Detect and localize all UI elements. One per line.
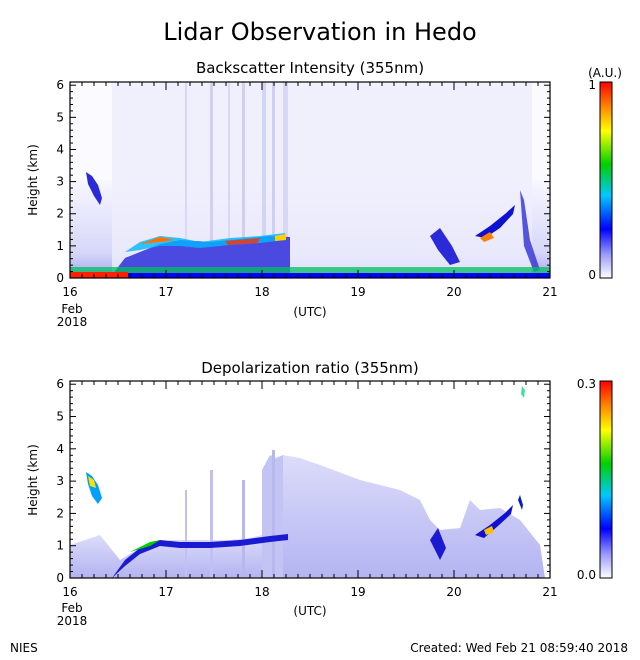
depolarization-x-tick-label: 20	[446, 585, 461, 599]
depolarization-y-tick-label: 1	[56, 539, 64, 553]
backscatter-panel: Backscatter Intensity (355nm)	[26, 59, 622, 329]
depolarization-x-tick-label: 17	[158, 585, 173, 599]
depolarization-y-tick-label: 4	[56, 442, 64, 456]
backscatter-y-tick-label: 6	[56, 78, 64, 92]
depolarization-x-year: 2018	[57, 614, 88, 628]
backscatter-y-tick-label: 3	[56, 175, 64, 189]
depolarization-colorbar-max: 0.3	[577, 377, 596, 391]
backscatter-title: Backscatter Intensity (355nm)	[196, 59, 424, 77]
footer-right: Created: Wed Feb 21 08:59:40 2018	[410, 641, 628, 655]
backscatter-x-tick-label: 19	[350, 285, 365, 299]
depolarization-y-tick-label: 0	[56, 571, 64, 585]
backscatter-x-ticks: 16 17 18 19 20 21	[62, 82, 558, 299]
backscatter-ylabel: Height (km)	[26, 144, 40, 215]
footer-left: NIES	[10, 641, 38, 655]
page-title: Lidar Observation in Hedo	[163, 18, 477, 46]
depolarization-ylabel: Height (km)	[26, 444, 40, 515]
backscatter-y-ticks: 0 1 2 3 4 5 6	[56, 78, 550, 285]
backscatter-y-tick-label: 4	[56, 142, 64, 156]
depolarization-x-tick-label: 16	[62, 585, 77, 599]
backscatter-y-tick-label: 0	[56, 271, 64, 285]
backscatter-x-tick-label: 20	[446, 285, 461, 299]
backscatter-colorbar-unit: (A.U.)	[588, 66, 622, 80]
depolarization-y-tick-label: 5	[56, 410, 64, 424]
depolarization-y-tick-label: 6	[56, 377, 64, 391]
depolarization-x-month: Feb	[61, 601, 82, 615]
backscatter-x-tick-label: 17	[158, 285, 173, 299]
backscatter-x-tick-label: 16	[62, 285, 77, 299]
depolarization-panel: Depolarization ratio (355nm) Height (km)	[26, 359, 613, 628]
depolarization-x-ticks: 16 17 18 19 20 21	[62, 381, 558, 599]
depolarization-x-tick-label: 21	[542, 585, 557, 599]
backscatter-field	[70, 82, 550, 278]
depolarization-x-tick-label: 18	[254, 585, 269, 599]
depolarization-field	[70, 381, 550, 578]
backscatter-y-tick-label: 5	[56, 110, 64, 124]
depolarization-colorbar-min: 0.0	[577, 568, 596, 582]
backscatter-y-tick-label: 1	[56, 239, 64, 253]
backscatter-x-tick-label: 21	[542, 285, 557, 299]
depolarization-x-tick-label: 19	[350, 585, 365, 599]
depolarization-colorbar	[599, 380, 613, 579]
backscatter-x-tick-label: 18	[254, 285, 269, 299]
depolarization-y-tick-label: 3	[56, 474, 64, 488]
backscatter-colorbar-max: 1	[588, 78, 596, 92]
depolarization-y-tick-label: 2	[56, 506, 64, 520]
backscatter-x-year: 2018	[57, 315, 88, 329]
backscatter-x-month: Feb	[61, 302, 82, 316]
backscatter-y-tick-label: 2	[56, 207, 64, 221]
backscatter-colorbar	[599, 81, 613, 279]
depolarization-title: Depolarization ratio (355nm)	[201, 359, 419, 377]
backscatter-colorbar-min: 0	[588, 268, 596, 282]
backscatter-xlabel: (UTC)	[293, 305, 326, 319]
depolarization-xlabel: (UTC)	[293, 604, 326, 618]
